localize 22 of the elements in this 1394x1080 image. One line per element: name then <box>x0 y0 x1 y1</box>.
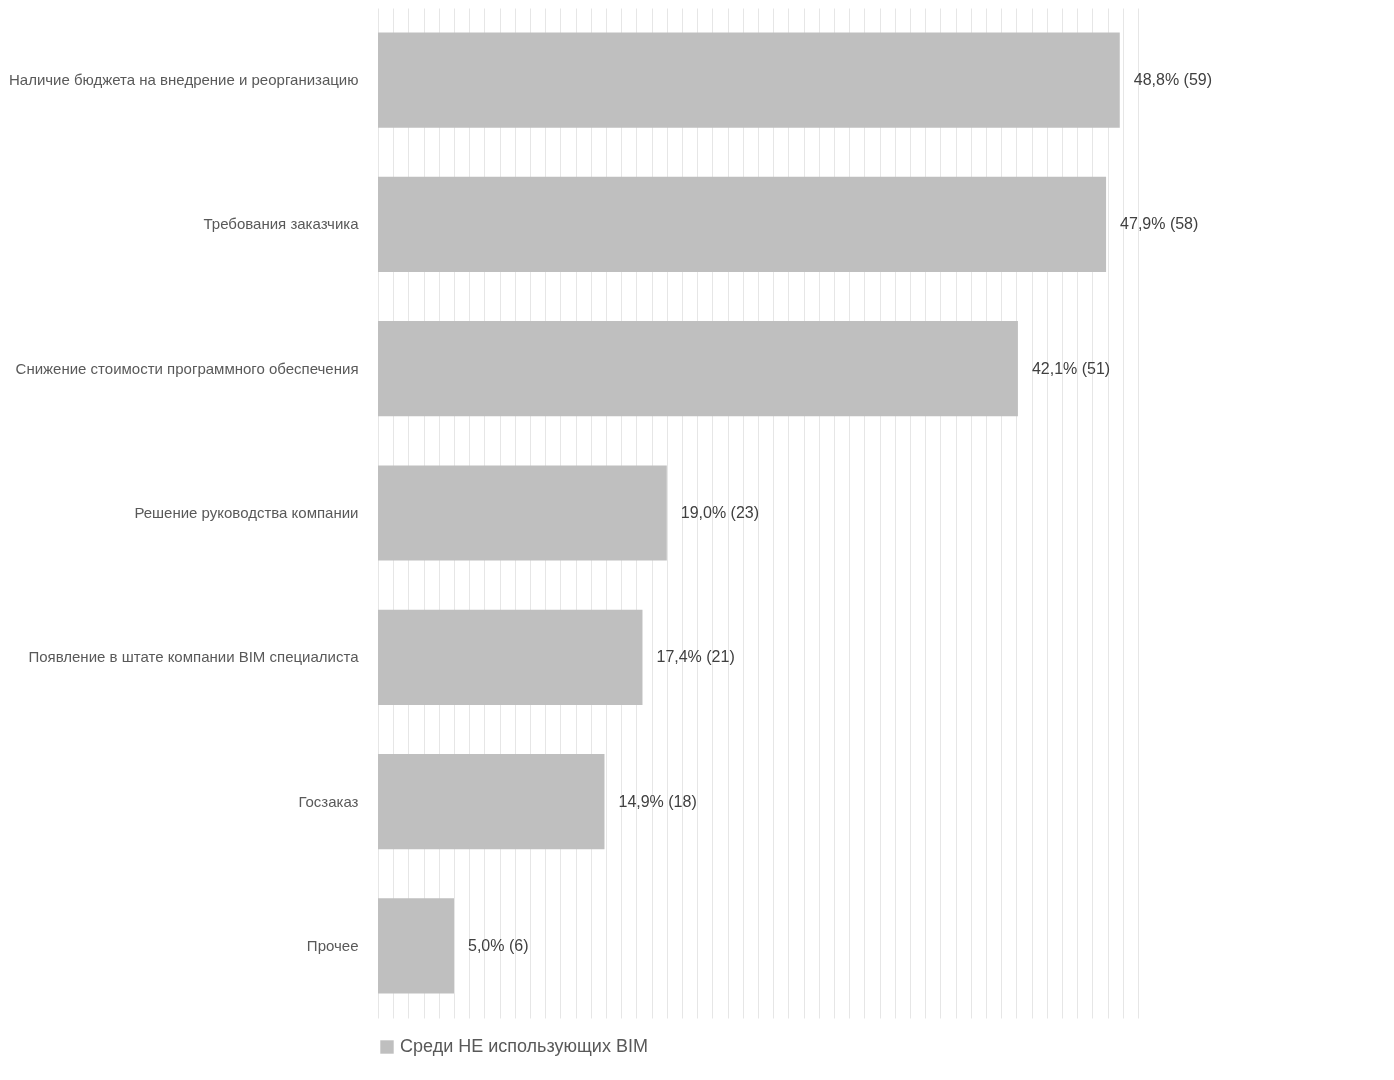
bar <box>378 753 605 850</box>
y-tick-label: Госзаказ <box>298 792 359 810</box>
y-tick-label: Снижение стоимости программного обеспечения <box>15 359 359 377</box>
bar <box>378 465 667 561</box>
data-label: 5,0% (6) <box>468 936 529 954</box>
bar <box>378 609 643 705</box>
legend-label: Среди НЕ использующих BIM <box>400 1036 648 1056</box>
y-tick-label: Требования заказчика <box>203 215 360 233</box>
y-tick-label: Прочее <box>306 936 359 954</box>
data-label: 48,8% (59) <box>1133 71 1213 89</box>
bar <box>378 898 454 994</box>
y-tick-label: Появление в штате компании BIM специалиста <box>28 648 360 666</box>
data-label: 42,1% (51) <box>1031 359 1111 377</box>
bar <box>378 32 1120 128</box>
y-tick-label: Наличие бюджета на внедрение и реорганизацию <box>8 71 359 89</box>
data-label: 19,0% (23) <box>680 504 760 521</box>
y-tick-label: Решение руководства компании <box>134 504 359 521</box>
data-label: 14,9% (18) <box>618 792 697 810</box>
data-label: 47,9% (58) <box>1120 215 1199 233</box>
bar <box>378 321 1018 417</box>
data-label: 17,4% (21) <box>656 648 735 666</box>
bar <box>378 176 1107 273</box>
